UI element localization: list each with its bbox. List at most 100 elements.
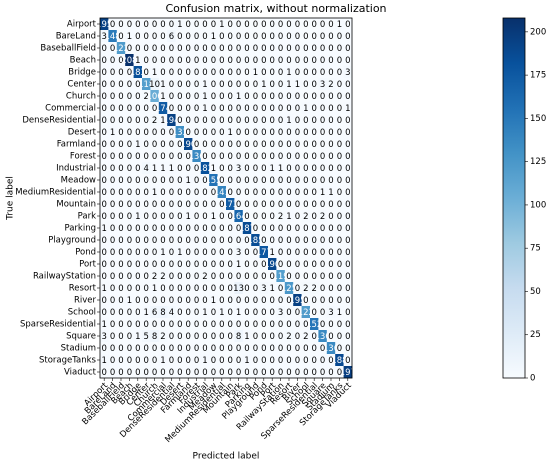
heatmap-cell — [226, 222, 235, 235]
heatmap-cell — [293, 246, 302, 259]
heatmap-cell — [100, 282, 109, 295]
cell-label: 208 — [121, 56, 137, 66]
cell-label: 6 — [169, 32, 174, 42]
heatmap-cell — [200, 42, 210, 55]
heatmap-cell — [284, 186, 294, 199]
heatmap-cell — [209, 30, 218, 43]
heatmap-cell — [133, 138, 143, 151]
heatmap-cell — [318, 54, 328, 67]
cell-label: 0 — [261, 152, 266, 162]
cell-label: 0 — [152, 104, 157, 114]
cell-label: 0 — [202, 332, 207, 342]
cell-label: 0 — [253, 248, 258, 258]
heatmap-cell — [192, 342, 202, 355]
cell-label: 0 — [143, 176, 148, 186]
y-tick-label: RailwayStation — [33, 272, 96, 282]
heatmap-cell — [335, 66, 344, 79]
heatmap-cell — [268, 162, 277, 175]
heatmap-cell — [116, 342, 126, 355]
cell-label: 0 — [278, 356, 283, 366]
cell-label: 0 — [127, 356, 132, 366]
heatmap-cell — [284, 222, 294, 235]
heatmap-cell — [158, 114, 168, 127]
heatmap-cell — [200, 126, 210, 139]
cell-label: 0 — [244, 164, 249, 174]
heatmap-cell — [242, 78, 252, 91]
cell-label: 0 — [143, 284, 148, 294]
cell-label: 0 — [303, 272, 308, 282]
heatmap-cell — [100, 150, 109, 163]
heatmap-cell — [108, 114, 118, 127]
cell-label: 0 — [127, 104, 132, 114]
heatmap-cell — [200, 294, 210, 307]
heatmap-cell — [326, 234, 336, 247]
cell-label: 1 — [160, 92, 165, 102]
heatmap-cell — [242, 66, 252, 79]
cell-label: 0 — [244, 308, 249, 318]
cell-label: 0 — [127, 248, 132, 258]
cell-label: 0 — [118, 236, 123, 246]
cell-label: 0 — [328, 56, 333, 66]
cell-label: 0 — [110, 44, 115, 54]
cell-label: 0 — [337, 320, 342, 330]
heatmap-cell — [184, 18, 193, 31]
cell-label: 0 — [135, 356, 140, 366]
cell-label: 0 — [236, 176, 241, 186]
heatmap-cell — [108, 282, 118, 295]
cell-label: 0 — [295, 164, 300, 174]
heatmap-cell — [343, 30, 353, 43]
heatmap-cell — [116, 294, 126, 307]
heatmap-cell — [301, 294, 311, 307]
heatmap-cell — [100, 114, 109, 127]
heatmap-cell — [217, 222, 227, 235]
heatmap-cell — [234, 258, 244, 271]
heatmap-cell — [167, 114, 176, 127]
heatmap-cell — [242, 330, 252, 343]
heatmap-cell — [150, 198, 160, 211]
cell-label: 0 — [303, 32, 308, 42]
heatmap-cell — [234, 354, 244, 367]
heatmap-cell — [116, 246, 126, 259]
heatmap-cell — [335, 330, 344, 343]
cell-label: 0 — [311, 356, 316, 366]
heatmap-cell — [293, 318, 302, 331]
cell-label: 0 — [303, 188, 308, 198]
cell-label: 0 — [286, 44, 291, 54]
heatmap-cell — [108, 342, 118, 355]
heatmap-cell — [310, 174, 319, 187]
heatmap-cell — [284, 30, 294, 43]
heatmap-cell — [100, 90, 109, 103]
heatmap-cell — [268, 30, 277, 43]
cell-label: 0 — [110, 260, 115, 270]
cell-label: 0 — [253, 140, 258, 150]
heatmap-cell — [310, 126, 319, 139]
heatmap-cell — [226, 234, 235, 247]
cell-label: 0 — [127, 344, 132, 354]
heatmap-cell — [276, 186, 286, 199]
cell-label: 0 — [345, 236, 350, 246]
cell-label: 0 — [236, 44, 241, 54]
cell-label: 106 — [146, 92, 162, 102]
heatmap-cell — [335, 198, 344, 211]
heatmap-cell — [259, 270, 269, 283]
colorbar-tick-label: 0 — [530, 374, 535, 384]
cell-label: 0 — [177, 296, 182, 306]
cell-label: 0 — [227, 164, 232, 174]
cell-label: 0 — [337, 68, 342, 78]
cell-label: 1 — [177, 248, 182, 258]
cell-label: 0 — [269, 272, 274, 282]
heatmap-cell — [326, 246, 336, 259]
heatmap-cell — [142, 150, 151, 163]
heatmap-cell — [209, 246, 218, 259]
heatmap-cell — [209, 162, 218, 175]
cell-label: 0 — [311, 92, 316, 102]
cell-label: 0 — [202, 224, 207, 234]
heatmap-cell — [158, 306, 168, 319]
heatmap-cell — [125, 78, 134, 91]
heatmap-cell — [158, 318, 168, 331]
heatmap-cell — [175, 306, 185, 319]
heatmap-cell — [301, 42, 311, 55]
heatmap-cell — [318, 78, 328, 91]
heatmap-cell — [133, 282, 143, 295]
cell-label: 0 — [110, 308, 115, 318]
